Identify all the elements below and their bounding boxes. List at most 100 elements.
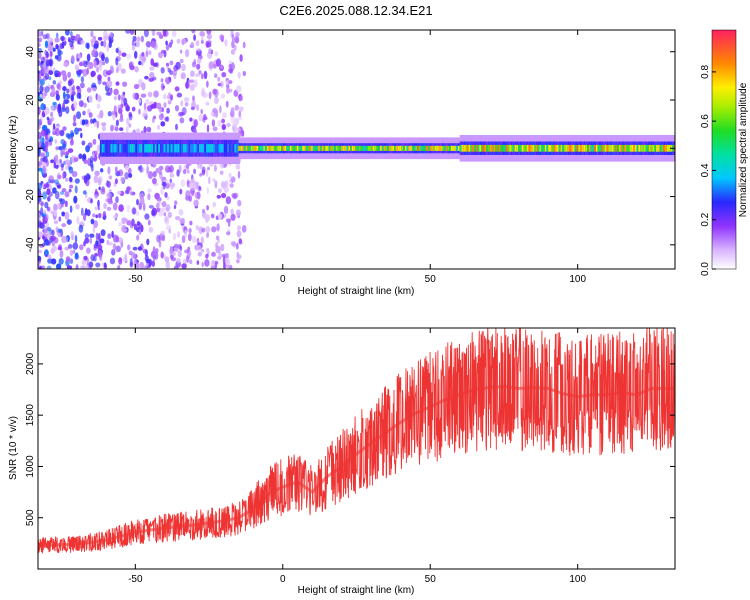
noise-speck: [224, 39, 228, 47]
noise-speck: [162, 30, 167, 37]
noise-speck: [111, 249, 116, 256]
noise-speck: [69, 139, 74, 146]
noise-speck: [74, 37, 79, 42]
band-core: [163, 144, 166, 153]
noise-speck: [230, 176, 236, 183]
noise-speck: [82, 190, 87, 195]
noise-speck: [239, 95, 244, 101]
noise-speck: [165, 261, 171, 269]
noise-speck: [100, 168, 104, 173]
band-core: [213, 144, 216, 153]
noise-speck: [39, 222, 45, 229]
noise-speck: [176, 92, 183, 98]
noise-speck: [90, 30, 94, 38]
noise-speck: [179, 49, 183, 54]
noise-speck: [171, 70, 178, 76]
noise-speck: [201, 261, 204, 268]
noise-speck: [108, 175, 113, 180]
band-core: [521, 144, 524, 152]
noise-speck: [158, 170, 163, 175]
noise-speck: [239, 54, 243, 62]
noise-speck: [117, 169, 124, 177]
band-core: [603, 144, 606, 152]
noise-speck: [167, 211, 172, 219]
band-core: [420, 145, 423, 151]
noise-speck: [86, 53, 91, 62]
noise-speck: [107, 199, 114, 205]
band-core: [184, 144, 188, 153]
noise-speck: [78, 224, 84, 233]
noise-speck: [173, 205, 177, 209]
noise-speck: [135, 39, 141, 48]
band-core: [489, 144, 492, 152]
band-core: [318, 145, 321, 151]
noise-speck: [197, 244, 202, 251]
noise-speck: [114, 178, 118, 185]
noise-speck: [52, 242, 55, 247]
band-core: [611, 144, 615, 152]
band-core: [620, 144, 623, 152]
band-core: [466, 144, 469, 152]
band-core: [126, 144, 129, 153]
band-core: [138, 144, 142, 153]
band-core: [289, 145, 293, 151]
noise-speck: [115, 245, 121, 253]
band-core: [209, 144, 212, 153]
noise-speck: [164, 256, 170, 263]
noise-speck: [189, 259, 193, 265]
noise-speck: [188, 228, 192, 234]
noise-speck: [149, 72, 155, 79]
x-tick-label: -50: [128, 274, 143, 285]
band-core: [642, 144, 645, 152]
band-core: [337, 145, 340, 151]
band-core: [427, 145, 431, 151]
noise-speck: [198, 226, 203, 235]
noise-speck: [45, 151, 50, 158]
band-core: [468, 144, 471, 152]
noise-speck: [55, 164, 59, 169]
noise-speck: [189, 117, 193, 122]
noise-speck: [238, 110, 242, 118]
noise-speck: [221, 72, 227, 78]
spectrogram-panel: -50 0 50 100 -40 -20 0 20 40 Height of straight …: [8, 29, 676, 297]
band-core: [650, 144, 653, 152]
band-core: [663, 144, 666, 152]
noise-speck: [101, 122, 107, 127]
noise-speck: [236, 251, 240, 257]
noise-speck: [189, 79, 194, 83]
band-core: [376, 145, 379, 151]
band-core: [325, 145, 328, 151]
band-core: [429, 145, 432, 151]
noise-speck: [143, 126, 147, 135]
band-core: [236, 144, 239, 153]
noise-speck: [230, 241, 236, 246]
noise-speck: [93, 121, 97, 128]
noise-speck: [193, 199, 199, 207]
noise-speck: [38, 124, 41, 130]
band-core: [279, 145, 282, 151]
noise-speck: [228, 172, 232, 179]
noise-speck: [115, 81, 120, 86]
noise-speck: [71, 171, 78, 178]
band-core: [165, 144, 168, 153]
band-core: [344, 145, 347, 151]
noise-speck: [199, 30, 205, 37]
noise-speck: [83, 159, 88, 164]
noise-speck: [101, 262, 105, 267]
band-core: [627, 144, 630, 152]
band-core: [130, 144, 133, 153]
noise-speck: [86, 87, 92, 93]
noise-speck: [150, 103, 157, 109]
noise-speck: [142, 202, 146, 212]
noise-speck: [72, 242, 79, 250]
noise-speck: [217, 119, 222, 127]
noise-speck: [50, 159, 54, 164]
noise-speck: [55, 146, 60, 151]
noise-speck: [83, 119, 89, 125]
noise-speck: [214, 180, 218, 189]
noise-speck: [40, 115, 44, 122]
noise-speck: [215, 235, 220, 241]
noise-speck: [78, 69, 84, 74]
noise-speck: [73, 195, 78, 204]
noise-speck: [164, 116, 169, 122]
